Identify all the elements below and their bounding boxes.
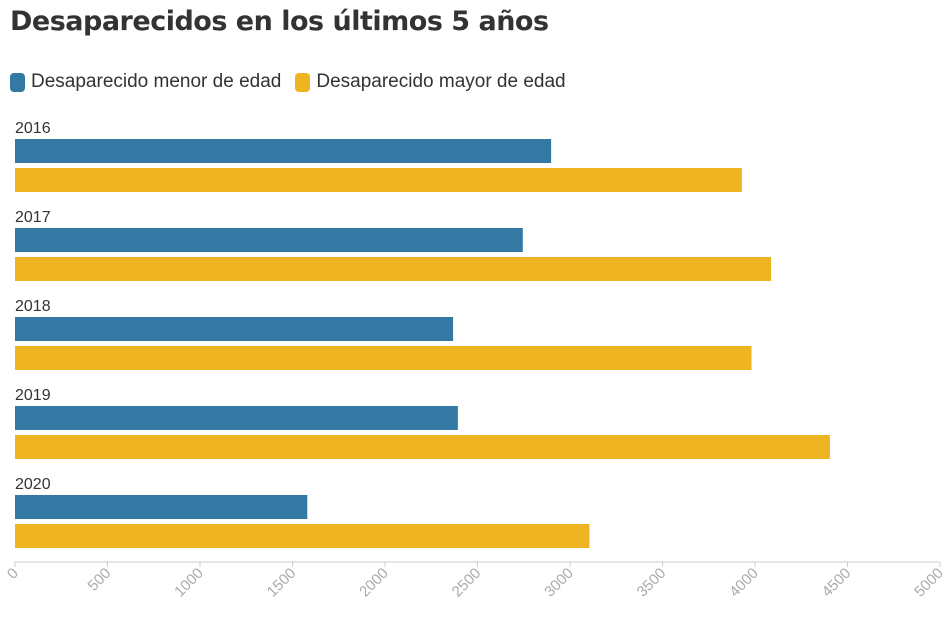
bar-mayor-2016[interactable] bbox=[15, 168, 742, 192]
chart-title: Desaparecidos en los últimos 5 años bbox=[10, 6, 549, 37]
x-tick-label-0: 0 bbox=[4, 565, 22, 583]
x-tick-label-3500: 3500 bbox=[634, 565, 670, 601]
bar-menor-2017[interactable] bbox=[15, 228, 523, 252]
x-tick-label-500: 500 bbox=[85, 565, 115, 595]
x-tick-label-2500: 2500 bbox=[449, 565, 485, 601]
legend-swatch-mayor bbox=[295, 72, 311, 92]
x-tick-label-5000: 5000 bbox=[911, 565, 947, 601]
bar-menor-2018[interactable] bbox=[15, 317, 454, 341]
category-label-2018: 2018 bbox=[15, 298, 51, 315]
category-label-2017: 2017 bbox=[15, 209, 51, 226]
category-label-2020: 2020 bbox=[15, 476, 51, 493]
bar-mayor-2020[interactable] bbox=[15, 524, 590, 548]
bar-menor-2016[interactable] bbox=[15, 139, 552, 163]
category-label-2016: 2016 bbox=[15, 120, 51, 137]
legend-item-mayor[interactable]: Desaparecido mayor de edad bbox=[295, 71, 566, 93]
x-tick-label-4500: 4500 bbox=[819, 565, 855, 601]
legend-swatch-menor bbox=[10, 72, 25, 92]
legend-label-menor: Desaparecido menor de edad bbox=[31, 71, 282, 92]
x-tick-label-1000: 1000 bbox=[171, 565, 207, 601]
bar-menor-2020[interactable] bbox=[15, 495, 308, 519]
bar-mayor-2019[interactable] bbox=[15, 435, 830, 459]
x-tick-label-4000: 4000 bbox=[726, 565, 762, 601]
bar-menor-2019[interactable] bbox=[15, 406, 458, 430]
x-tick-label-1500: 1500 bbox=[264, 565, 300, 601]
category-label-2019: 2019 bbox=[15, 387, 51, 404]
x-tick-label-3000: 3000 bbox=[541, 565, 577, 601]
legend-item-menor[interactable]: Desaparecido menor de edad bbox=[10, 71, 281, 93]
legend: Desaparecido menor de edad Desaparecido … bbox=[10, 70, 580, 94]
bar-mayor-2018[interactable] bbox=[15, 346, 752, 370]
legend-label-mayor: Desaparecido mayor de edad bbox=[316, 71, 566, 92]
bar-mayor-2017[interactable] bbox=[15, 257, 772, 281]
x-tick-label-2000: 2000 bbox=[356, 565, 392, 601]
